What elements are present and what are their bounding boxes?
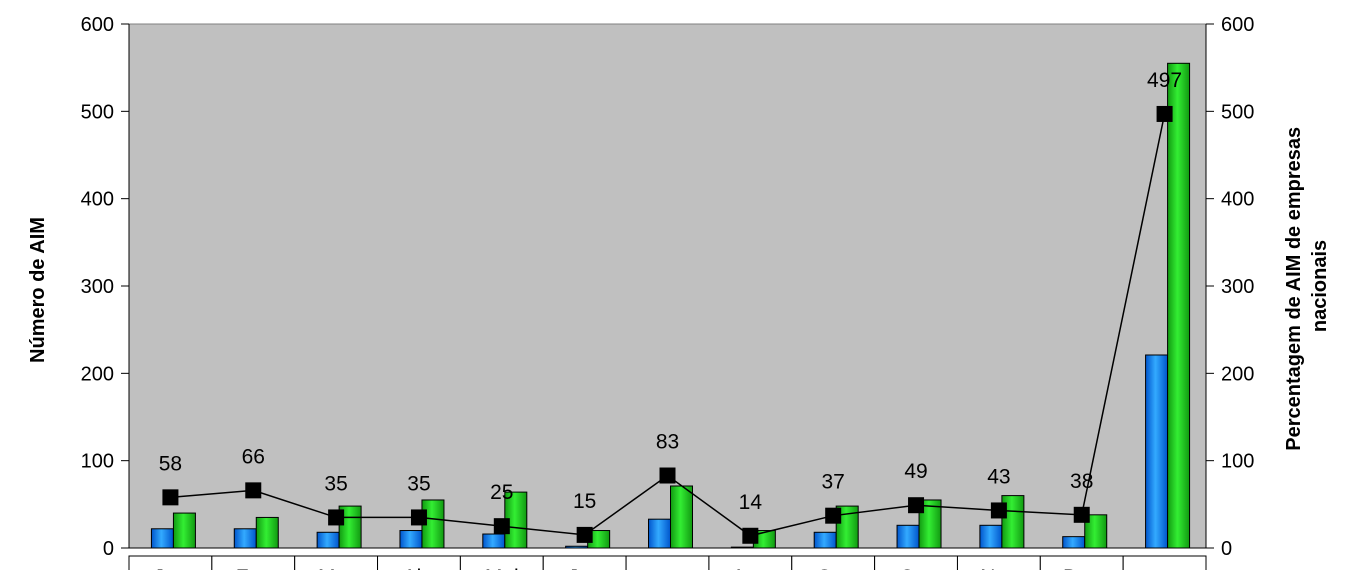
category-label-4: Mai bbox=[485, 566, 519, 570]
data-label-11: 38 bbox=[1070, 470, 1093, 493]
category-label-9: Out bbox=[899, 566, 933, 570]
data-label-2: 35 bbox=[324, 472, 347, 495]
line-marker-1 bbox=[245, 482, 262, 499]
plot-area bbox=[128, 23, 1207, 549]
bar-series1-3 bbox=[399, 530, 423, 549]
y2-axis-title: Percentagem de AIM de empresas nacionais bbox=[1283, 121, 1331, 450]
category-cell-12 bbox=[1122, 555, 1207, 570]
data-label-12: 497 bbox=[1147, 69, 1182, 92]
bar-series1-8 bbox=[813, 531, 837, 549]
bar-series1-1 bbox=[233, 528, 257, 549]
bar-series1-11 bbox=[1062, 536, 1086, 549]
line-marker-8 bbox=[825, 507, 842, 524]
category-label-11: Dez bbox=[1063, 566, 1100, 570]
bar-series1-12 bbox=[1145, 354, 1169, 549]
y2tick-label-2: 200 bbox=[1221, 363, 1254, 385]
y2tick-label-1: 100 bbox=[1221, 451, 1254, 473]
data-label-10: 43 bbox=[987, 465, 1010, 488]
line-marker-4 bbox=[493, 518, 510, 535]
bar-series2-0 bbox=[172, 512, 196, 549]
category-cell-9 bbox=[874, 555, 958, 570]
ytick-label-6: 600 bbox=[81, 14, 114, 36]
ytick-label-5: 500 bbox=[81, 101, 114, 123]
category-label-10: Nov bbox=[980, 566, 1018, 570]
ytick-label-4: 400 bbox=[81, 189, 114, 211]
category-label-2: Mar bbox=[318, 566, 354, 570]
category-cell-10 bbox=[956, 555, 1041, 570]
bar-series1-0 bbox=[150, 528, 174, 549]
category-cell-5 bbox=[542, 555, 627, 570]
data-label-0: 58 bbox=[159, 452, 182, 475]
y2tick-label-6: 600 bbox=[1221, 14, 1254, 36]
data-label-1: 66 bbox=[242, 445, 265, 468]
line-marker-2 bbox=[328, 509, 345, 526]
ytick-label-2: 200 bbox=[81, 363, 114, 385]
data-label-5: 15 bbox=[573, 490, 596, 513]
data-label-4: 25 bbox=[490, 481, 513, 504]
bar-series2-12 bbox=[1167, 62, 1191, 549]
y2tick-label-0: 0 bbox=[1221, 538, 1232, 560]
y2tick-label-4: 400 bbox=[1221, 189, 1254, 211]
category-cell-11 bbox=[1039, 555, 1124, 570]
category-label-5: Jun bbox=[568, 566, 602, 570]
data-label-7: 14 bbox=[739, 491, 763, 514]
category-cell-1 bbox=[211, 555, 296, 570]
y2-axis-title-line-1: Percentagem de AIM de empresas bbox=[1283, 127, 1305, 451]
bar-series1-9 bbox=[896, 524, 920, 549]
data-label-3: 35 bbox=[407, 472, 430, 495]
category-cell-6 bbox=[625, 555, 710, 570]
line-marker-7 bbox=[742, 527, 759, 544]
y-axis-title: Número de AIM bbox=[27, 217, 49, 363]
bar-series1-6 bbox=[648, 518, 671, 549]
bar-series1-10 bbox=[979, 524, 1003, 549]
category-cell-0 bbox=[128, 555, 213, 570]
bar-series2-6 bbox=[670, 485, 693, 549]
line-marker-5 bbox=[576, 526, 593, 543]
y2tick-label-3: 300 bbox=[1221, 276, 1254, 298]
ytick-label-0: 0 bbox=[103, 538, 114, 560]
y2tick-label-5: 500 bbox=[1221, 101, 1254, 123]
ytick-label-3: 300 bbox=[81, 276, 114, 298]
data-label-6: 83 bbox=[656, 431, 679, 454]
category-cell-4 bbox=[459, 555, 544, 570]
data-label-8: 37 bbox=[822, 471, 845, 494]
category-label-1: Fev bbox=[236, 566, 272, 570]
line-marker-6 bbox=[659, 467, 676, 484]
line-marker-11 bbox=[1073, 506, 1090, 523]
category-label-8: Set bbox=[817, 566, 849, 570]
category-label-3: Abr bbox=[403, 566, 436, 570]
line-marker-12 bbox=[1156, 105, 1173, 122]
line-marker-0 bbox=[162, 489, 179, 506]
bar-series1-2 bbox=[316, 531, 340, 549]
category-cell-3 bbox=[377, 555, 461, 570]
bar-series2-1 bbox=[255, 516, 279, 549]
category-label-7: Ago bbox=[732, 566, 769, 570]
category-cell-7 bbox=[708, 555, 793, 570]
data-label-9: 49 bbox=[904, 460, 927, 483]
category-cell-2 bbox=[294, 555, 379, 570]
line-marker-9 bbox=[908, 497, 925, 514]
category-cell-8 bbox=[791, 555, 876, 570]
line-marker-3 bbox=[410, 509, 427, 526]
category-label-0: Jan bbox=[153, 566, 187, 570]
line-marker-10 bbox=[990, 502, 1007, 519]
y2-axis-title-line-2: nacionais bbox=[1309, 240, 1331, 332]
bar-series1-4 bbox=[482, 533, 506, 549]
ytick-label-1: 100 bbox=[81, 451, 114, 473]
